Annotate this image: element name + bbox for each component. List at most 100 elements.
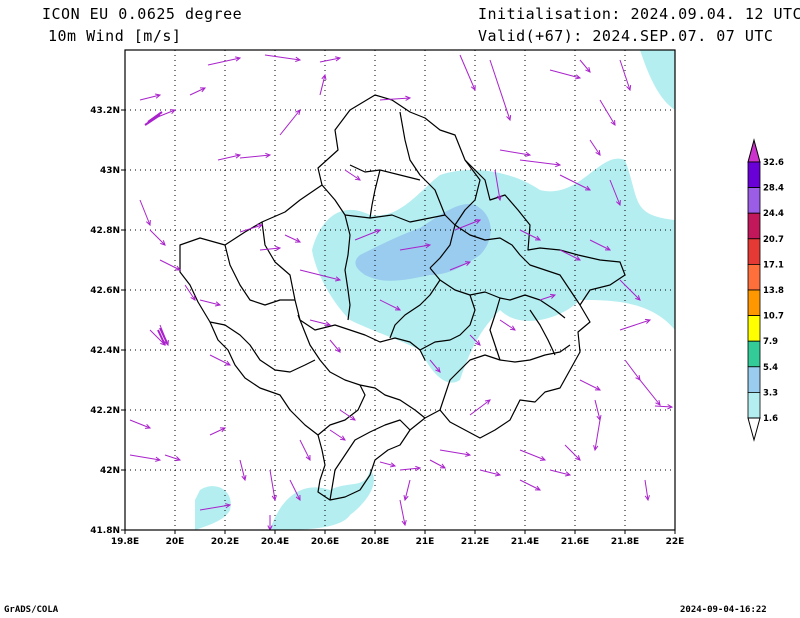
lat-tick-label: 43N <box>100 166 120 176</box>
wind-vector <box>519 159 561 166</box>
wind-vector-head <box>401 520 407 527</box>
wind-vector-head <box>549 293 557 299</box>
wind-vector <box>239 459 246 481</box>
colorbar-label: 20.7 <box>763 235 784 245</box>
wind-vector-head <box>275 245 282 252</box>
wind-vector <box>129 419 151 429</box>
wind-vector-head <box>405 95 412 101</box>
wind-vector <box>539 294 556 301</box>
wind-vector-head <box>335 347 341 353</box>
colorbar-swatch <box>747 187 761 214</box>
wind-vector <box>609 179 621 206</box>
wind-vector-head <box>604 245 612 251</box>
wind-vector-head <box>144 423 152 429</box>
wind-vector <box>639 379 661 406</box>
wind-vector <box>264 54 301 61</box>
wind-vector <box>399 467 421 471</box>
wind-vector-head <box>644 495 650 502</box>
wind-vector-head <box>163 339 169 347</box>
wind-vector-head <box>495 471 502 477</box>
wind-vector-head <box>595 149 601 156</box>
wind-vector-head <box>635 295 641 301</box>
wind-vector <box>469 334 481 346</box>
wind-vector <box>199 504 231 511</box>
wind-vector <box>449 261 471 271</box>
wind-vector <box>284 234 301 243</box>
colorbar-label: 17.1 <box>763 260 784 270</box>
wind-vector-head <box>174 456 182 462</box>
wind-vector-head <box>610 119 616 126</box>
footer-software: GrADS/COLA <box>4 605 59 615</box>
wind-vectors <box>129 54 674 530</box>
wind-vector <box>499 149 531 156</box>
wind-vector <box>499 319 516 331</box>
wind-vector <box>139 199 151 226</box>
boundary-internal-12 <box>439 344 571 411</box>
wind-vector <box>549 469 571 476</box>
wind-vector <box>157 329 166 346</box>
colorbar-swatch <box>747 212 761 240</box>
wind-vector <box>309 319 331 326</box>
wind-vector-head <box>224 360 232 366</box>
shade-region-east <box>312 158 675 383</box>
wind-vector-head <box>160 240 166 246</box>
wind-vector <box>619 59 631 91</box>
lon-tick-label: 22E <box>666 537 685 547</box>
colorbar-label: 32.6 <box>763 158 784 168</box>
boundary-internal-19 <box>317 384 366 436</box>
wind-vector-head <box>509 325 516 331</box>
lat-tick-label: 42.2N <box>90 406 120 416</box>
colorbar-swatch <box>747 263 761 291</box>
wind-vector <box>209 427 226 436</box>
wind-vector <box>339 409 356 421</box>
boundary-internal-17 <box>419 294 476 351</box>
wind-vector-head <box>585 67 591 73</box>
wind-vector <box>129 454 161 461</box>
wind-vector-head <box>305 454 311 462</box>
wind-vector <box>519 449 546 461</box>
wind-vector-head <box>225 503 232 509</box>
wind-vector <box>594 399 601 421</box>
wind-vector-head <box>403 495 409 502</box>
colorbar-label: 13.8 <box>763 286 784 296</box>
wind-vector-head <box>145 219 151 227</box>
wind-vector-head <box>219 427 227 433</box>
wind-vector <box>469 399 491 416</box>
wind-vector-head <box>470 84 476 92</box>
lon-tick-label: 20.2E <box>211 537 239 547</box>
colorbar-label: 10.7 <box>763 312 784 322</box>
wind-vector <box>399 499 406 526</box>
lat-lon-grid <box>125 50 675 530</box>
colorbar-label: 1.6 <box>763 414 778 424</box>
wind-vector-head <box>335 276 342 282</box>
wind-vector <box>519 229 541 241</box>
lat-tick-label: 43.2N <box>90 106 120 116</box>
wind-vector <box>519 479 541 491</box>
wind-vector <box>217 154 241 161</box>
colorbar-swatch <box>747 289 761 317</box>
wind-vector-head <box>295 109 301 115</box>
footer-timestamp: 2024-09-04-16:22 <box>680 605 767 615</box>
wind-vector-head <box>174 265 182 271</box>
boundary-internal-8 <box>389 279 441 339</box>
lon-tick-label: 21.8E <box>611 537 639 547</box>
colorbar-label: 3.3 <box>763 388 778 398</box>
wind-vector-head <box>464 261 472 267</box>
boundary-internal-6 <box>454 224 581 306</box>
wind-vector-head <box>295 56 302 62</box>
wind-vector <box>579 59 591 73</box>
wind-vector <box>299 439 311 461</box>
wind-vector <box>239 224 263 233</box>
wind-vector <box>479 469 501 476</box>
lon-tick-label: 19.8E <box>111 537 139 547</box>
lat-tick-label: 41.8N <box>90 526 120 536</box>
wind-vector-head <box>215 301 222 307</box>
lon-tick-label: 21.6E <box>561 537 589 547</box>
wind-vector-head <box>335 56 342 62</box>
wind-vector <box>329 429 346 441</box>
shade-region-south <box>270 470 374 530</box>
wind-vector-head <box>506 114 512 122</box>
wind-vector-head <box>354 175 361 181</box>
wind-vector <box>207 57 241 66</box>
wind-vector <box>329 339 341 353</box>
